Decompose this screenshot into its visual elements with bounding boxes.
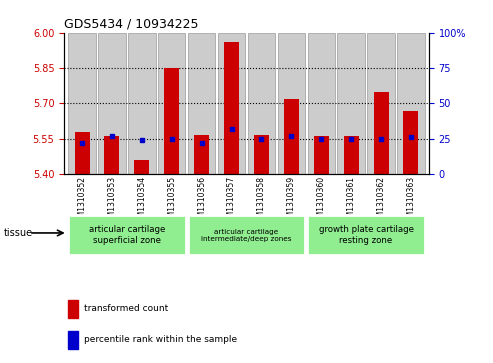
Bar [68,215,186,255]
Text: articular cartilage
intermediate/deep zones: articular cartilage intermediate/deep zo… [201,229,292,241]
Text: articular cartilage
superficial zone: articular cartilage superficial zone [89,225,165,245]
Bar [128,33,156,174]
Bar [188,215,305,255]
Bar [164,68,179,174]
Bar [194,135,209,174]
Bar [74,132,90,174]
Bar [397,33,425,174]
Text: percentile rank within the sample: percentile rank within the sample [84,335,237,344]
Bar [218,33,246,174]
Bar [247,33,275,174]
Bar [337,33,365,174]
Text: growth plate cartilage
resting zone: growth plate cartilage resting zone [318,225,414,245]
Bar [188,33,215,174]
Bar [403,110,419,174]
Bar [158,33,185,174]
Bar [307,215,425,255]
Text: transformed count: transformed count [84,303,168,313]
Bar [367,33,395,174]
Bar [278,33,305,174]
Bar [68,33,96,174]
Bar [135,160,149,174]
Bar [314,136,329,174]
Bar [344,136,358,174]
Bar [105,136,119,174]
Bar [374,91,388,174]
Bar [284,99,299,174]
Bar [68,299,78,318]
Bar [308,33,335,174]
Bar [98,33,126,174]
Text: tissue: tissue [3,228,33,238]
Bar [68,331,78,349]
Bar [254,135,269,174]
Text: GDS5434 / 10934225: GDS5434 / 10934225 [64,17,199,30]
Bar [224,42,239,174]
